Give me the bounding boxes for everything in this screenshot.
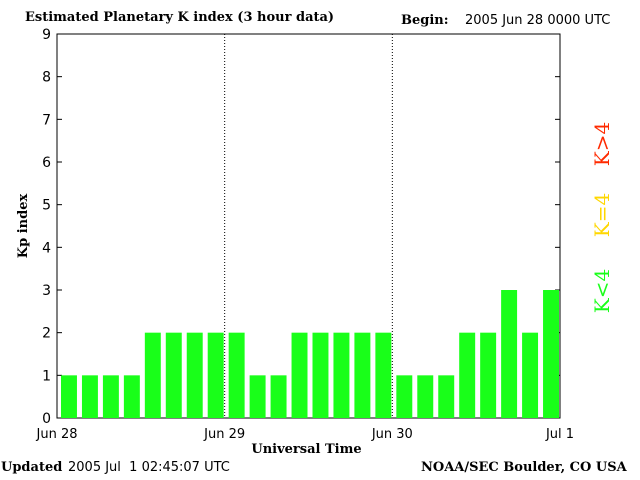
y-tick-label: 9 [42, 27, 51, 43]
kp-legend: K<4 K=4 K>4 [590, 122, 614, 313]
kp-bar [61, 375, 77, 418]
y-axis-label: Kp index [16, 194, 31, 259]
x-tick-label: Jun 29 [203, 427, 245, 442]
kp-bar [270, 375, 287, 418]
kp-bar [312, 332, 329, 418]
plot-frame [56, 33, 561, 419]
kp-bar [144, 332, 161, 418]
kp-bar [543, 290, 559, 418]
begin-label: Begin: [401, 13, 449, 28]
y-tick-label: 3 [42, 283, 51, 299]
y-tick-label: 7 [42, 112, 51, 128]
credit-text: NOAA/SEC Boulder, CO USA [421, 460, 627, 475]
y-tick-label: 0 [42, 411, 51, 427]
kp-bar [354, 332, 371, 418]
legend-entry: K=4 [590, 193, 614, 237]
kp-bar [81, 375, 98, 418]
kp-bar [417, 375, 434, 418]
kp-bar [522, 332, 539, 418]
legend-entry: K>4 [590, 122, 614, 166]
begin-value: 2005 Jun 28 0000 UTC [465, 13, 611, 28]
legend-entry: K<4 [590, 269, 614, 313]
kp-bar [165, 332, 182, 418]
y-tick-label: 2 [42, 326, 51, 342]
y-tick-label: 6 [42, 155, 51, 171]
x-axis-label: Universal Time [251, 442, 361, 457]
y-tick-label: 1 [42, 368, 51, 384]
y-tick-label: 5 [42, 198, 51, 214]
kp-bar [207, 332, 224, 418]
kp-bar [375, 332, 392, 418]
kp-bar [123, 375, 140, 418]
y-tick-label: 8 [42, 70, 51, 86]
kp-bar [102, 375, 119, 418]
kp-bar [501, 290, 518, 418]
kp-bar [249, 375, 266, 418]
kp-bar [333, 332, 350, 418]
kp-bar [480, 332, 497, 418]
chart-title: Estimated Planetary K index (3 hour data… [25, 10, 335, 25]
kp-bar [438, 375, 455, 418]
kp-bar [459, 332, 476, 418]
updated-value: 2005 Jul 1 02:45:07 UTC [68, 460, 230, 475]
updated-label: Updated [1, 460, 63, 475]
kp-bar [228, 332, 245, 418]
y-tick-label: 4 [42, 240, 51, 256]
kp-bar [186, 332, 203, 418]
x-tick-label: Jun 30 [371, 427, 413, 442]
kp-bar [396, 375, 413, 418]
x-tick-label: Jul 1 [545, 427, 574, 442]
kp-bar [291, 332, 308, 418]
x-tick-label: Jun 28 [36, 427, 78, 442]
